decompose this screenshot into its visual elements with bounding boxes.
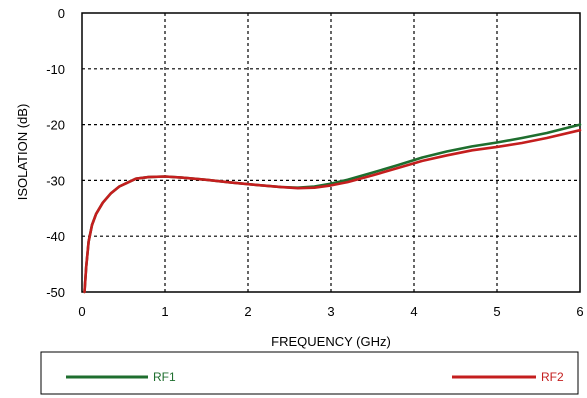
x-tick-label: 0 <box>78 304 85 319</box>
y-tick-label: -10 <box>46 62 65 77</box>
series-line-rf2 <box>83 128 582 294</box>
y-tick-label: 0 <box>58 6 65 21</box>
y-tick-label: -50 <box>46 285 65 300</box>
series-layer <box>83 123 582 294</box>
x-tick-label: 5 <box>493 304 500 319</box>
y-axis-title: ISOLATION (dB) <box>15 104 30 201</box>
y-tick-labels: -50 -40 -30 -20 -10 0 <box>46 6 65 300</box>
legend-label-rf2: RF2 <box>541 370 564 384</box>
grid-lines <box>82 13 580 292</box>
y-tick-label: -20 <box>46 118 65 133</box>
y-tick-label: -40 <box>46 229 65 244</box>
plot-frame <box>81 12 581 293</box>
x-tick-label: 1 <box>161 304 168 319</box>
x-tick-labels: 0 1 2 3 4 5 6 <box>78 304 583 319</box>
y-tick-label: -30 <box>46 173 65 188</box>
x-tick-label: 3 <box>327 304 334 319</box>
legend-label-rf1: RF1 <box>153 370 176 384</box>
legend-box <box>40 351 579 395</box>
x-axis-title: FREQUENCY (GHz) <box>271 334 391 349</box>
series-line-rf1 <box>83 123 582 294</box>
x-tick-label: 4 <box>410 304 417 319</box>
x-tick-label: 6 <box>576 304 583 319</box>
x-tick-label: 2 <box>244 304 251 319</box>
